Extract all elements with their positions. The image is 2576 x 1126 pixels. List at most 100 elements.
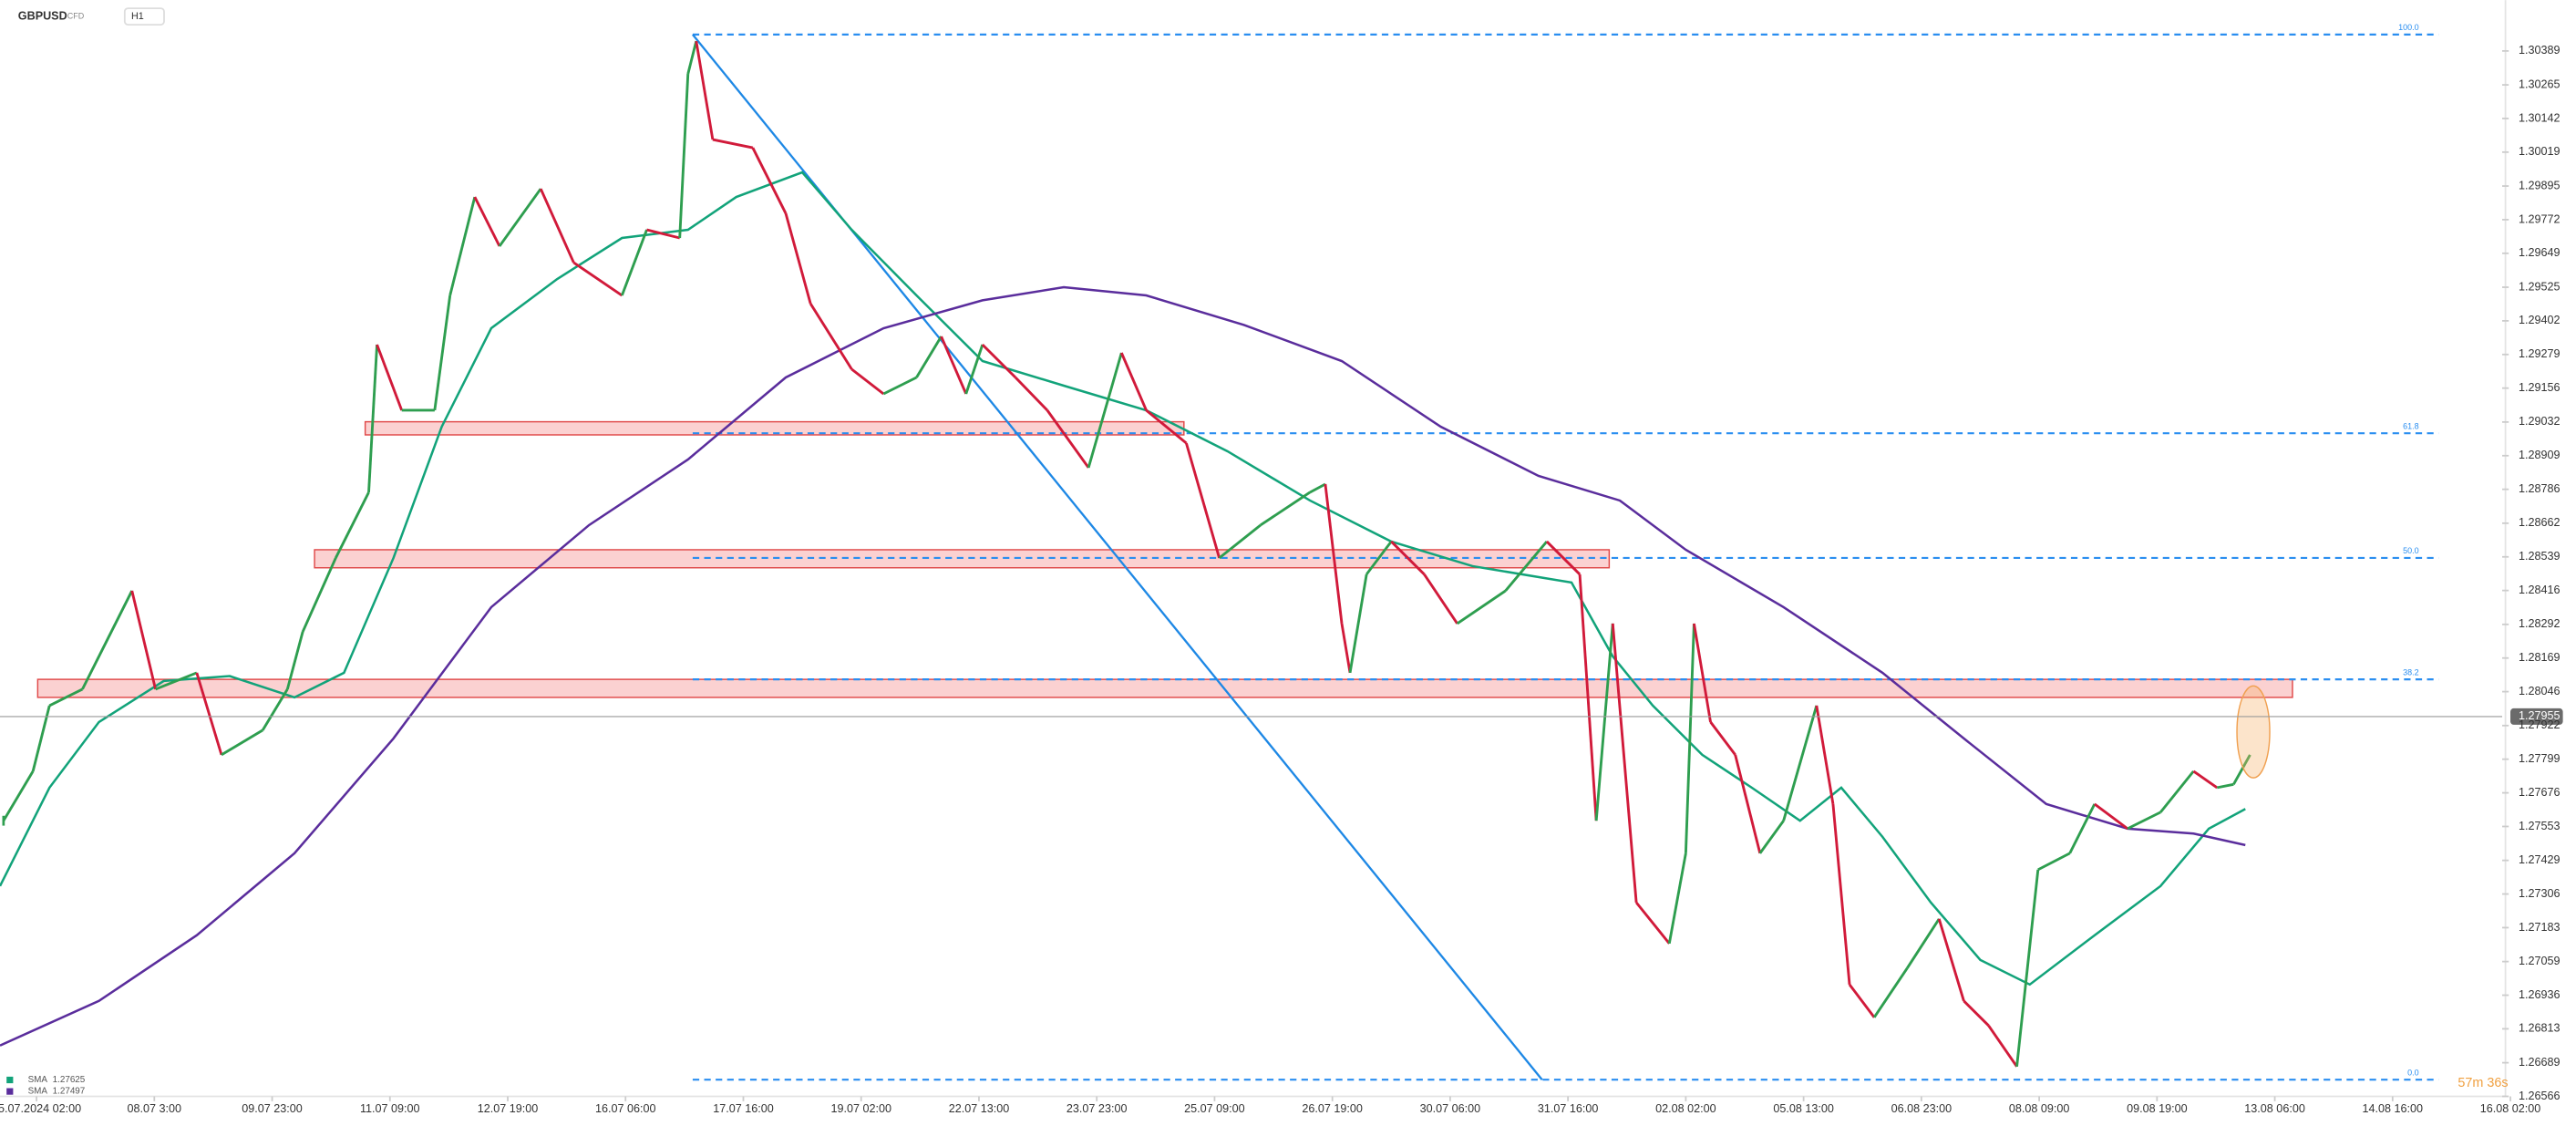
legend-swatch [6,1076,14,1084]
y-tick-label: 1.30389 [2519,44,2561,57]
y-tick-label: 1.28662 [2519,516,2561,529]
price-segment [1611,623,1638,903]
x-tick-label: 05.08 13:00 [1773,1102,1834,1115]
y-tick-label: 1.30265 [2519,77,2561,90]
price-segment [221,728,263,757]
price-segment [473,196,501,247]
price-segment [367,344,378,493]
y-tick-label: 1.28786 [2519,482,2561,495]
fib-label: 100.0 [2398,23,2419,32]
symbol[interactable]: GBPUSD [18,9,67,22]
price-segment [2037,852,2071,872]
y-tick-label: 1.27676 [2519,786,2561,799]
price-segment [2216,782,2234,790]
price-segment [1634,901,1671,945]
y-tick-label: 1.29772 [2519,212,2561,225]
price-segment [1815,705,1835,805]
x-tick-label: 12.07 19:00 [478,1102,539,1115]
price-segment [981,343,1017,379]
price-segment [261,688,289,731]
fib-label: 0.0 [2407,1068,2419,1077]
y-tick-label: 1.29402 [2519,314,2561,326]
x-tick-label: 11.07 09:00 [360,1102,420,1115]
price-segment [1545,540,1582,575]
x-tick-label: 23.07 23:00 [1066,1102,1128,1115]
price-segment [433,294,452,411]
y-tick-label: 1.30142 [2519,111,2561,124]
x-tick-label: 09.08 19:00 [2127,1102,2188,1115]
price-segment [81,590,134,690]
price-segment [1014,376,1048,411]
fib-label: 50.0 [2403,546,2419,555]
price-segment [2,770,35,821]
price-segment [2159,770,2195,813]
price-segment [2192,770,2219,790]
x-tick-label: 19.07 02:00 [830,1102,891,1115]
price-segment [1987,1025,2018,1068]
x-tick-label: 31.07 16:00 [1538,1102,1599,1115]
price-segment [1734,754,1762,854]
price-segment [695,40,715,140]
last-price-box [2510,708,2563,725]
y-tick-label: 1.26689 [2519,1056,2561,1069]
y-tick-label: 1.29649 [2519,246,2561,259]
price-segment [285,631,304,690]
y-tick-label: 1.27799 [2519,752,2561,765]
price-segment [712,138,754,150]
price-segment [1390,540,1426,575]
y-tick-label: 1.27306 [2519,887,2561,900]
fib-label: 61.8 [2403,421,2419,430]
last-price-label: 1.27955 [2519,709,2561,722]
x-tick-label: 30.07 06:00 [1420,1102,1481,1115]
y-tick-label: 1.28292 [2519,617,2561,630]
instrument: CFD [67,11,85,20]
price-segment [2015,869,2040,1067]
timeframe-box[interactable] [123,7,165,26]
price-segment [1758,820,1785,854]
price-segment [155,671,198,691]
price-segment [1693,623,1712,723]
y-tick-label: 1.27922 [2519,718,2561,731]
price-segment [1848,983,1876,1018]
x-tick-label: 09.07 23:00 [242,1102,303,1115]
timeframe[interactable]: H1 [131,11,144,22]
price-segment [130,590,157,690]
price-segment [1324,483,1344,625]
y-tick-label: 1.26566 [2519,1090,2561,1102]
x-tick-label: 26.07 19:00 [1302,1102,1363,1115]
x-tick-label: 25.07 09:00 [1184,1102,1245,1115]
price-segment [1684,623,1695,853]
price-segment [301,557,337,633]
y-tick-label: 1.28416 [2519,584,2561,596]
price-segment [1340,623,1352,674]
y-tick-label: 1.29156 [2519,381,2561,394]
y-tick-label: 1.30019 [2519,145,2561,158]
price-segment [1831,803,1851,985]
y-tick-label: 1.28539 [2519,550,2561,563]
price-segment [1145,408,1188,445]
price-segment [2232,754,2251,785]
price-segment [1348,573,1368,674]
price-segment [940,336,968,395]
x-tick-label: 13.08 06:00 [2244,1102,2305,1115]
price-segment [448,196,477,296]
price-segment [376,344,404,411]
y-tick-label: 1.27183 [2519,921,2561,934]
price-segment [2068,803,2097,854]
x-tick-label: 17.07 16:00 [713,1102,774,1115]
price-segment [1578,573,1598,821]
y-tick-label: 1.28169 [2519,651,2561,664]
price-segment [1120,352,1148,411]
x-tick-label: 06.08 23:00 [1891,1102,1953,1115]
y-tick-label: 1.28909 [2519,449,2561,461]
legend-name: SMA [28,1087,48,1097]
y-tick-label: 1.27429 [2519,853,2561,866]
x-tick-label: 22.07 13:00 [949,1102,1010,1115]
price-segment [572,261,623,297]
y-tick-label: 1.29032 [2519,415,2561,428]
price-segment [1594,623,1614,821]
price-segment [1365,541,1393,575]
x-tick-label: 16.07 06:00 [595,1102,656,1115]
price-segment [335,491,370,559]
